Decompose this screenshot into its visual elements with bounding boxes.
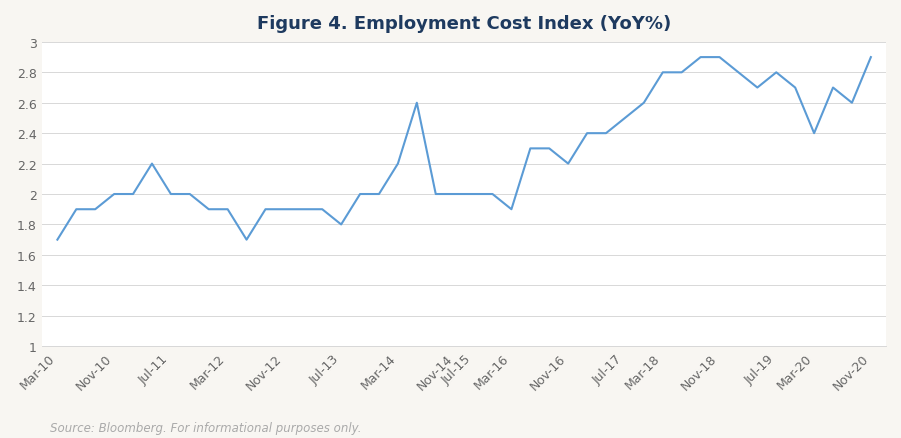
Text: Source: Bloomberg. For informational purposes only.: Source: Bloomberg. For informational pur…: [50, 420, 361, 434]
Title: Figure 4. Employment Cost Index (YoY%): Figure 4. Employment Cost Index (YoY%): [257, 15, 671, 33]
